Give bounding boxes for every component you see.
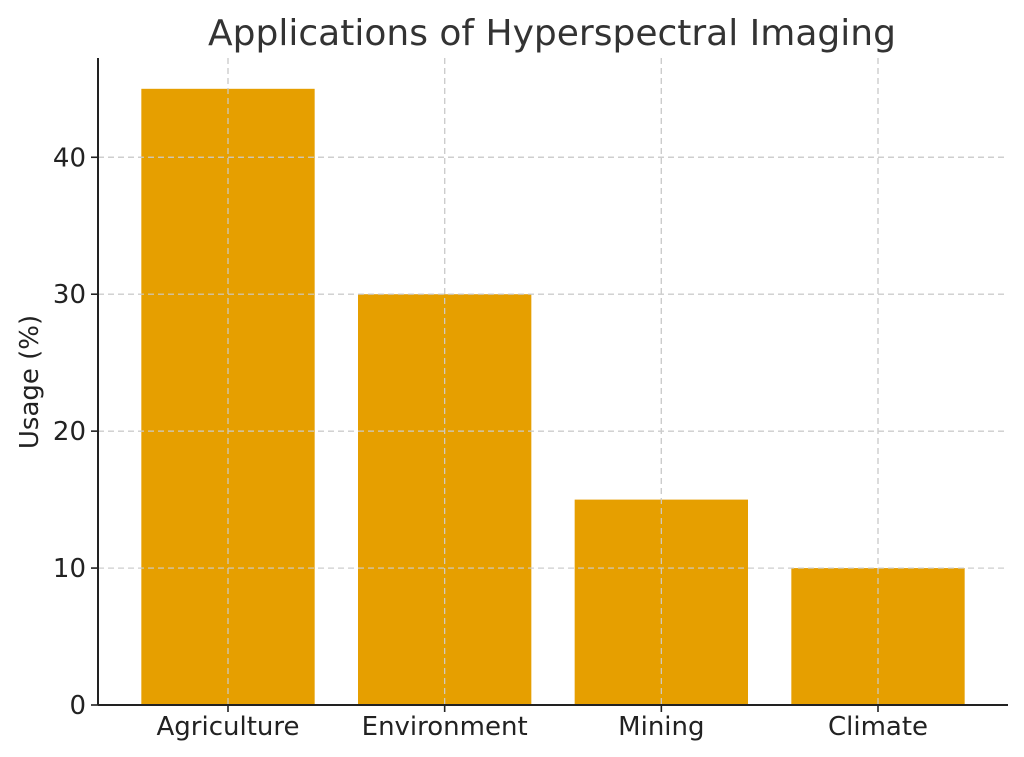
y-tick-label: 20 [53, 417, 86, 447]
x-tick-label: Agriculture [157, 712, 300, 742]
x-tick-label: Environment [362, 712, 528, 742]
y-axis-label: Usage (%) [15, 315, 45, 449]
chart-title: Applications of Hyperspectral Imaging [208, 13, 896, 54]
y-tick-label: 40 [53, 143, 86, 173]
tick-labels: 0 10 20 30 40 Agriculture Environment Mining Cli… [53, 143, 928, 742]
bars [98, 58, 1008, 706]
y-tick-label: 10 [53, 554, 86, 584]
y-tick-label: 30 [53, 280, 86, 310]
x-tick-label: Mining [618, 712, 704, 742]
x-tick-label: Climate [828, 712, 928, 742]
y-tick-label: 0 [69, 691, 86, 721]
axes [91, 58, 1008, 712]
